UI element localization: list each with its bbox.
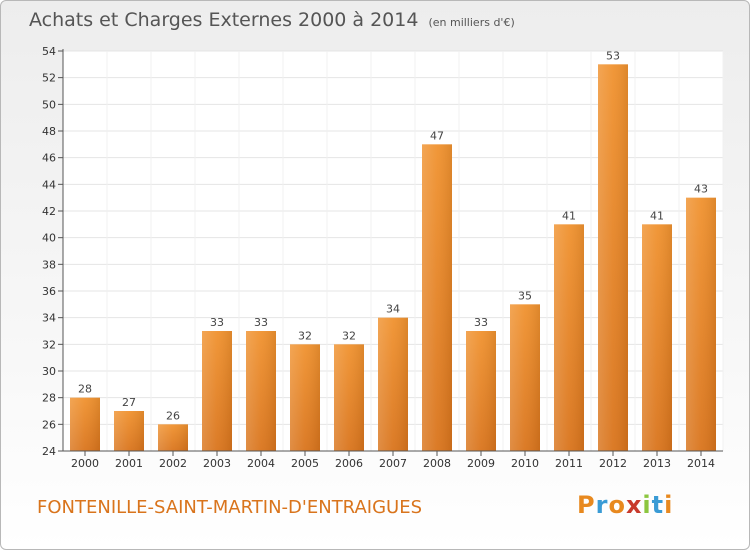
y-tick-label: 38	[42, 258, 56, 271]
x-tick-label: 2004	[247, 457, 275, 470]
chart-title: Achats et Charges Externes 2000 à 2014 (e…	[29, 9, 515, 31]
y-tick-label: 26	[42, 418, 56, 431]
bar-shine	[686, 197, 716, 451]
x-tick-label: 2007	[379, 457, 407, 470]
bar-value-label: 33	[210, 316, 224, 329]
bar-shine	[202, 331, 232, 451]
y-tick-label: 24	[42, 445, 56, 458]
logo-letter: t	[651, 491, 665, 519]
x-tick-label: 2012	[599, 457, 627, 470]
x-tick-label: 2001	[115, 457, 143, 470]
y-tick-label: 50	[42, 98, 56, 111]
x-tick-label: 2014	[687, 457, 715, 470]
y-tick-label: 42	[42, 205, 56, 218]
bar-value-label: 43	[694, 183, 708, 196]
bar-value-label: 33	[474, 316, 488, 329]
bar-shine	[554, 224, 584, 451]
bar-shine	[70, 397, 100, 451]
bar-value-label: 26	[166, 409, 180, 422]
y-tick-label: 46	[42, 152, 56, 165]
bar-shine	[158, 424, 188, 451]
logo-letter: o	[608, 491, 626, 519]
bar-shine	[422, 144, 452, 452]
bar-value-label: 27	[122, 396, 136, 409]
y-tick-label: 44	[42, 178, 56, 191]
bar-shine	[598, 64, 628, 452]
y-tick-label: 32	[42, 338, 56, 351]
logo-letter: x	[625, 491, 643, 519]
y-tick-label: 54	[42, 45, 56, 58]
bar-value-label: 53	[606, 49, 620, 62]
logo-letter: P	[577, 491, 596, 519]
bar-value-label: 47	[430, 129, 444, 142]
bar-value-label: 41	[562, 209, 576, 222]
bar-value-label: 35	[518, 289, 532, 302]
bar-value-label: 28	[78, 383, 92, 396]
y-tick-label: 40	[42, 232, 56, 245]
y-tick-label: 36	[42, 285, 56, 298]
chart-subtitle: (en milliers d'€)	[428, 16, 515, 29]
y-tick-label: 30	[42, 365, 56, 378]
chart-title-text: Achats et Charges Externes 2000 à 2014	[29, 9, 419, 31]
x-tick-label: 2002	[159, 457, 187, 470]
x-tick-label: 2013	[643, 457, 671, 470]
bar-value-label: 32	[342, 329, 356, 342]
logo-letter: r	[595, 491, 609, 519]
x-tick-label: 2009	[467, 457, 495, 470]
x-tick-label: 2000	[71, 457, 99, 470]
bar-shine	[334, 344, 364, 451]
bar-shine	[642, 224, 672, 451]
bar-shine	[290, 344, 320, 451]
bar-shine	[510, 304, 540, 451]
bar-shine	[466, 331, 496, 451]
bar-shine	[114, 411, 144, 451]
city-name: FONTENILLE-SAINT-MARTIN-D'ENTRAIGUES	[37, 497, 423, 518]
proxiti-logo: Proxiti	[577, 491, 673, 519]
bar-value-label: 32	[298, 329, 312, 342]
bar-shine	[246, 331, 276, 451]
x-tick-label: 2003	[203, 457, 231, 470]
bar-value-label: 34	[386, 303, 400, 316]
x-tick-label: 2005	[291, 457, 319, 470]
y-tick-label: 48	[42, 125, 56, 138]
y-tick-label: 28	[42, 392, 56, 405]
logo-letter: i	[664, 491, 674, 519]
bar-value-label: 33	[254, 316, 268, 329]
x-tick-label: 2010	[511, 457, 539, 470]
logo-letter: i	[642, 491, 652, 519]
bar-value-label: 41	[650, 209, 664, 222]
bar-shine	[378, 317, 408, 451]
x-tick-label: 2011	[555, 457, 583, 470]
y-tick-label: 52	[42, 72, 56, 85]
x-tick-label: 2008	[423, 457, 451, 470]
y-tick-label: 34	[42, 312, 56, 325]
x-tick-label: 2006	[335, 457, 363, 470]
